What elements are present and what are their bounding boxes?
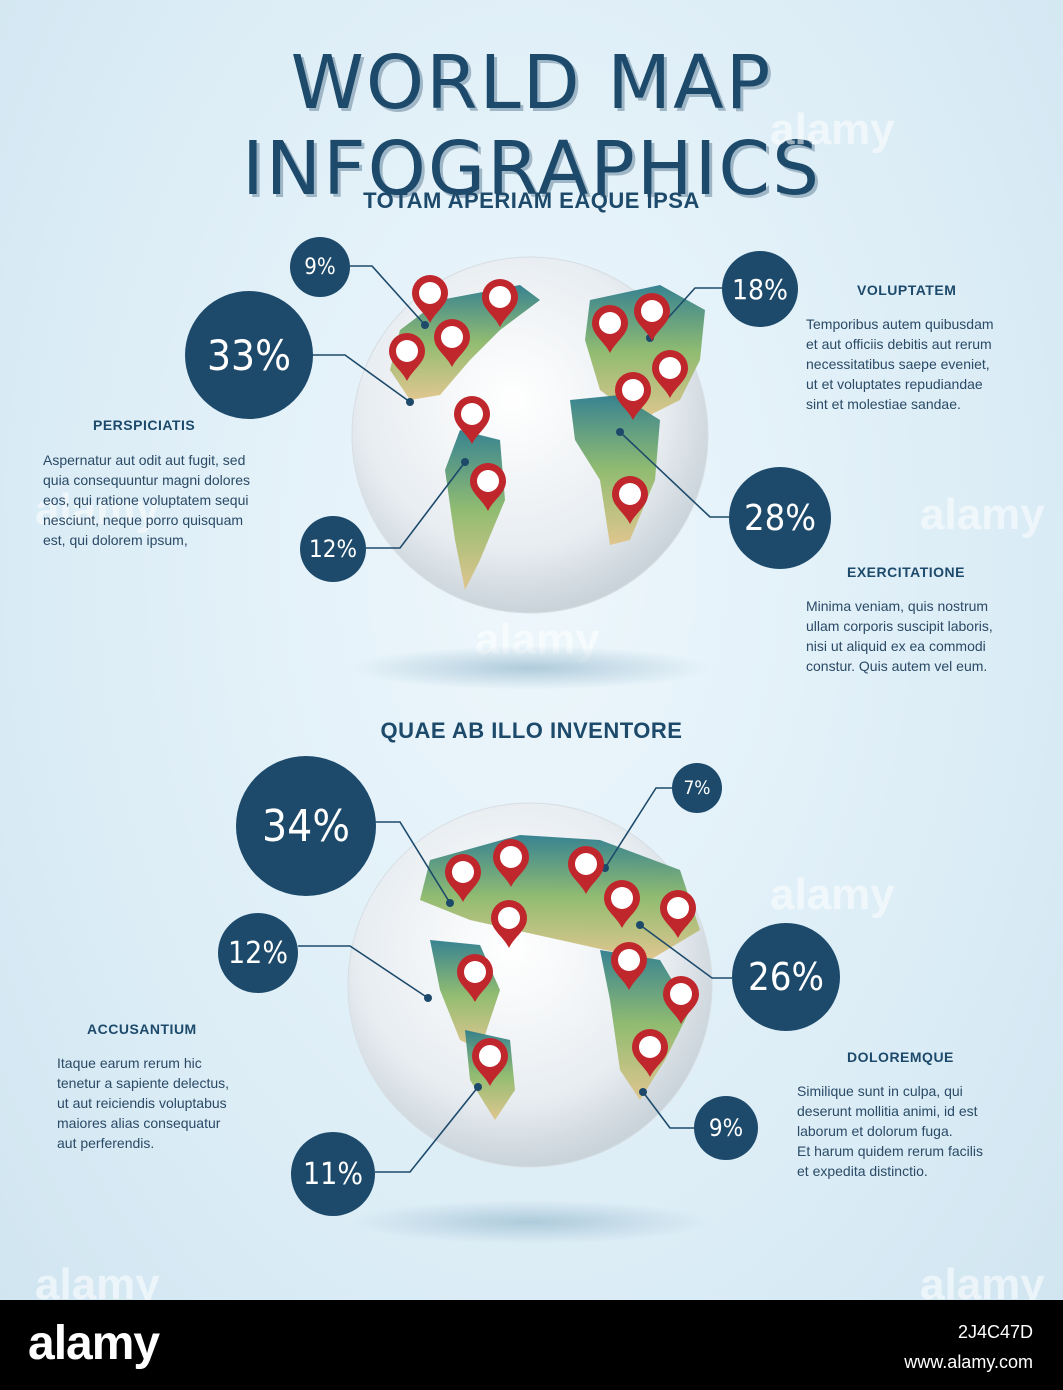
image-code: 2J4C47D xyxy=(957,1322,1033,1342)
section1-subtitle: TOTAM APERIAM EAQUE IPSA xyxy=(363,188,700,213)
globe2-shadow xyxy=(350,1200,710,1244)
stat-bubble: 9% xyxy=(694,1096,758,1160)
watermark: alamy xyxy=(770,105,895,154)
stat-bubble: 34% xyxy=(236,756,376,896)
stat-bubble: 7% xyxy=(672,763,722,813)
block-text: Similique sunt in culpa, qui deserunt mo… xyxy=(797,1083,983,1179)
block-heading: VOLUPTATEM xyxy=(857,282,957,298)
stat-bubble: 33% xyxy=(185,291,313,419)
block-text: Itaque earum rerum hic tenetur a sapient… xyxy=(57,1055,230,1151)
stat-bubble: 9% xyxy=(290,237,350,297)
block-heading: PERSPICIATIS xyxy=(93,417,196,433)
stat-bubble: 18% xyxy=(722,251,798,327)
stat-bubble: 28% xyxy=(729,467,831,569)
section2-subtitle: QUAE AB ILLO INVENTORE xyxy=(380,718,683,743)
block-text: Minima veniam, quis nostrum ullam corpor… xyxy=(806,598,993,674)
watermark: alamy xyxy=(920,490,1045,539)
block-heading: ACCUSANTIUM xyxy=(87,1021,197,1037)
footer-logo: alamy xyxy=(28,1317,160,1370)
stat-bubble: 12% xyxy=(218,913,298,993)
globe1 xyxy=(351,256,709,614)
stat-bubble: 11% xyxy=(291,1132,375,1216)
watermark: alamy xyxy=(770,870,895,919)
globe2 xyxy=(347,802,713,1168)
watermark: alamy xyxy=(475,615,600,664)
stat-bubble: 26% xyxy=(732,923,840,1031)
stat-bubble: 12% xyxy=(300,516,366,582)
footer-url: www.alamy.com xyxy=(904,1352,1033,1372)
block-heading: EXERCITATIONE xyxy=(847,564,965,580)
watermark: alamy xyxy=(35,485,160,534)
page-title: WORLD MAP INFOGRAPHICS xyxy=(241,40,822,212)
block-text: Aspernatur aut odit aut fugit, sed quia … xyxy=(43,452,251,548)
block-heading: DOLOREMQUE xyxy=(847,1049,954,1065)
block-text: Temporibus autem quibusdam et aut offici… xyxy=(806,316,994,412)
footer-bar: alamy 2J4C47D www.alamy.com xyxy=(0,1300,1063,1390)
